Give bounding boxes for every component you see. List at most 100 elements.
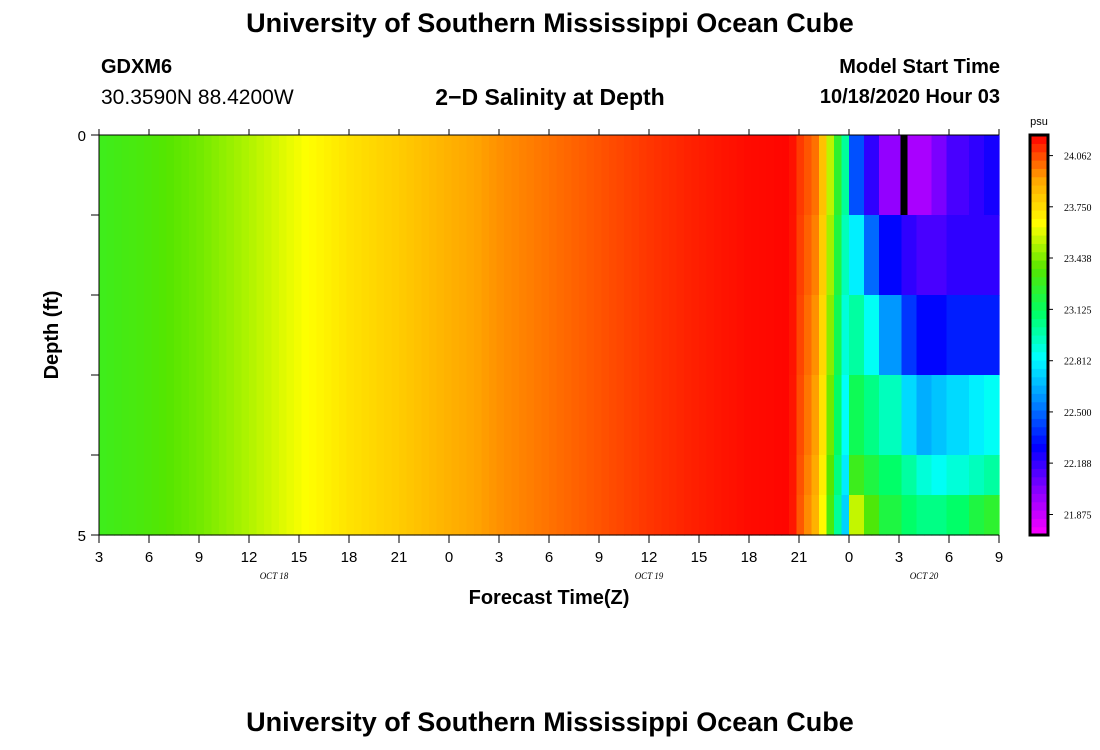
heatmap-cell <box>586 495 595 536</box>
colorbar-segment <box>1030 160 1048 169</box>
heatmap-cell <box>931 135 940 216</box>
colorbar-segment <box>1030 443 1048 453</box>
colorbar-segment <box>1030 360 1048 369</box>
heatmap-cell <box>789 455 798 496</box>
colorbar-segment <box>1030 210 1048 219</box>
heatmap-cell <box>114 215 123 296</box>
heatmap-cell <box>961 375 970 456</box>
heatmap-cell <box>541 295 550 376</box>
heatmap-cell <box>954 455 963 496</box>
heatmap-cell <box>189 215 198 296</box>
heatmap-cell <box>646 215 655 296</box>
heatmap-cell <box>856 495 865 536</box>
colorbar-segment <box>1030 460 1048 469</box>
heatmap-cell <box>946 375 955 456</box>
heatmap-cell <box>316 375 325 456</box>
heatmap-cell <box>871 295 880 376</box>
heatmap-cell <box>661 495 670 536</box>
colorbar-frame <box>1028 133 1050 537</box>
colorbar-segment <box>1030 260 1048 269</box>
heatmap-cell <box>924 375 933 456</box>
heatmap-cell <box>294 135 303 216</box>
heatmap-cell <box>819 495 828 536</box>
heatmap-cell <box>654 375 663 456</box>
x-tick-label: 0 <box>845 549 853 566</box>
heatmap-cell <box>451 375 460 456</box>
colorbar-segment <box>1030 151 1048 161</box>
heatmap-cell <box>436 295 445 376</box>
heatmap-cell <box>106 495 115 536</box>
heatmap-cell <box>864 215 873 296</box>
heatmap-cell <box>909 455 918 496</box>
heatmap-cell <box>706 295 715 376</box>
heatmap-cell <box>781 455 790 496</box>
heatmap-cell <box>684 215 693 296</box>
x-tick-label: 6 <box>545 549 553 566</box>
heatmap-cell <box>406 495 415 536</box>
heatmap-cell <box>639 295 648 376</box>
heatmap-cell <box>549 495 558 536</box>
heatmap-cell <box>136 455 145 496</box>
heatmap-cell <box>159 375 168 456</box>
heatmap-cell <box>796 215 805 296</box>
heatmap-cell <box>181 495 190 536</box>
heatmap-cell <box>181 215 190 296</box>
heatmap-cell <box>639 495 648 536</box>
heatmap-cell <box>601 375 610 456</box>
heatmap-cell <box>969 215 978 296</box>
colorbar-tick-label: 23.438 <box>1064 254 1092 265</box>
heatmap-cell <box>706 495 715 536</box>
heatmap-cell <box>144 135 153 216</box>
heatmap-cell <box>331 295 340 376</box>
heatmap-cell <box>429 455 438 496</box>
x-tick-label: 15 <box>291 549 308 566</box>
heatmap-cell <box>361 135 370 216</box>
heatmap-cell <box>106 295 115 376</box>
heatmap-cell <box>871 215 880 296</box>
heatmap-cell <box>909 495 918 536</box>
heatmap-cell <box>789 215 798 296</box>
heatmap-cell <box>661 375 670 456</box>
heatmap-cell <box>901 295 910 376</box>
heatmap-cell <box>159 295 168 376</box>
heatmap-cell <box>616 135 625 216</box>
heatmap-cell <box>219 495 228 536</box>
heatmap-cell <box>271 375 280 456</box>
heatmap-cell <box>789 375 798 456</box>
heatmap-cell <box>144 455 153 496</box>
heatmap-cell <box>121 455 130 496</box>
heatmap-cell <box>811 375 820 456</box>
heatmap-cell <box>489 135 498 216</box>
heatmap-cell <box>144 375 153 456</box>
heatmap-cell <box>331 135 340 216</box>
heatmap-cell <box>324 375 333 456</box>
heatmap-cell <box>399 295 408 376</box>
colorbar-segment <box>1030 193 1048 203</box>
colorbar-segment <box>1030 226 1048 236</box>
heatmap-cell <box>646 375 655 456</box>
heatmap-cell <box>496 215 505 296</box>
heatmap-cell <box>271 135 280 216</box>
heatmap-cell <box>211 495 220 536</box>
heatmap-cell <box>849 135 858 216</box>
heatmap-cell <box>241 135 250 216</box>
heatmap-cell <box>256 215 265 296</box>
station-coordinates: 30.3590N 88.4200W <box>101 86 294 109</box>
x-tick-label: 0 <box>445 549 453 566</box>
heatmap-cell <box>864 295 873 376</box>
heatmap-cell <box>886 455 895 496</box>
heatmap-cell <box>609 375 618 456</box>
heatmap-cell <box>571 215 580 296</box>
heatmap-cell <box>286 375 295 456</box>
heatmap-cell <box>676 495 685 536</box>
heatmap-cell <box>121 495 130 536</box>
heatmap-cell <box>339 135 348 216</box>
model-start-value: 10/18/2020 Hour 03 <box>819 86 1000 108</box>
heatmap-cell <box>939 455 948 496</box>
heatmap-cell <box>226 495 235 536</box>
heatmap-cell <box>234 135 243 216</box>
heatmap-cell <box>826 455 835 496</box>
heatmap-cell <box>924 455 933 496</box>
heatmap-cell <box>751 495 760 536</box>
heatmap-cell <box>346 375 355 456</box>
